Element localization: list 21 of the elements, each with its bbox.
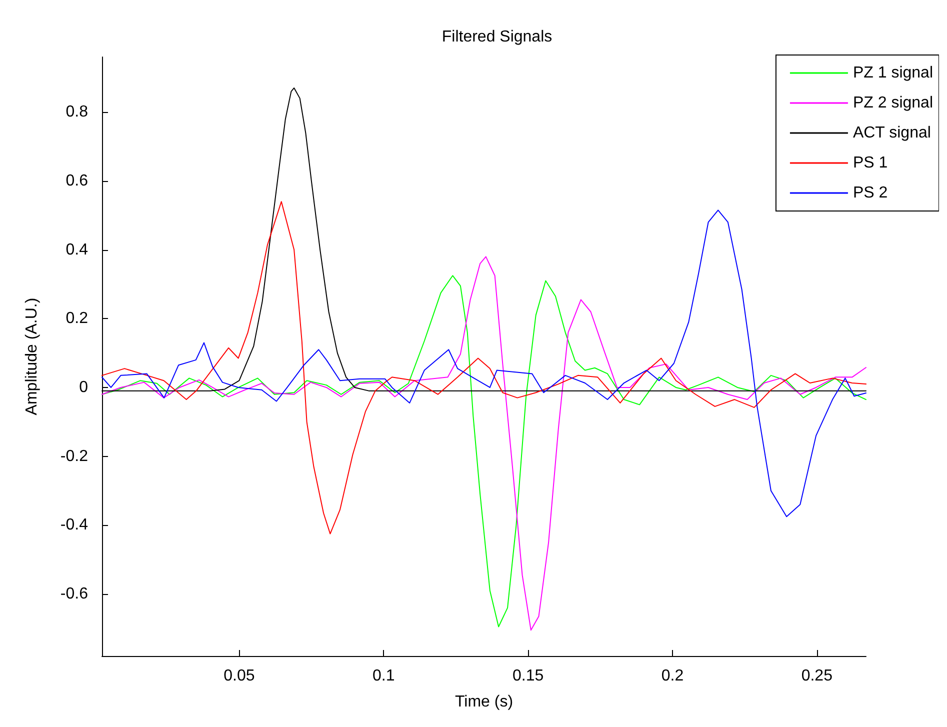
y-tick-label: 0.8 <box>66 104 88 121</box>
y-tick-label: 0 <box>79 378 88 396</box>
x-tick-label: 0.1 <box>372 668 395 684</box>
y-tick-label: -0.4 <box>60 516 88 534</box>
y-tick-label: 0.2 <box>66 310 88 328</box>
legend-label: PZ 2 signal <box>852 94 934 112</box>
legend-label: PS 2 <box>852 184 888 202</box>
y-tick-label: -0.6 <box>60 586 88 603</box>
y-tick-label: 0.6 <box>66 172 88 190</box>
legend-label: PZ 1 signal <box>852 64 934 82</box>
x-tick-label: 0.25 <box>801 668 833 684</box>
x-axis-title: Time (s) <box>454 694 514 710</box>
y-tick-label: -0.2 <box>60 448 88 465</box>
chart-title: Filtered Signals <box>442 28 552 46</box>
y-axis-title: Amplitude (A.U.) <box>24 298 40 416</box>
x-tick-label: 0.2 <box>661 668 684 684</box>
x-tick-label: 0.05 <box>224 668 255 684</box>
y-tick-label: 0.4 <box>66 241 88 258</box>
legend-label: PS 1 <box>852 154 888 172</box>
x-tick-label: 0.15 <box>512 668 544 684</box>
legend-label: ACT signal <box>852 124 931 142</box>
